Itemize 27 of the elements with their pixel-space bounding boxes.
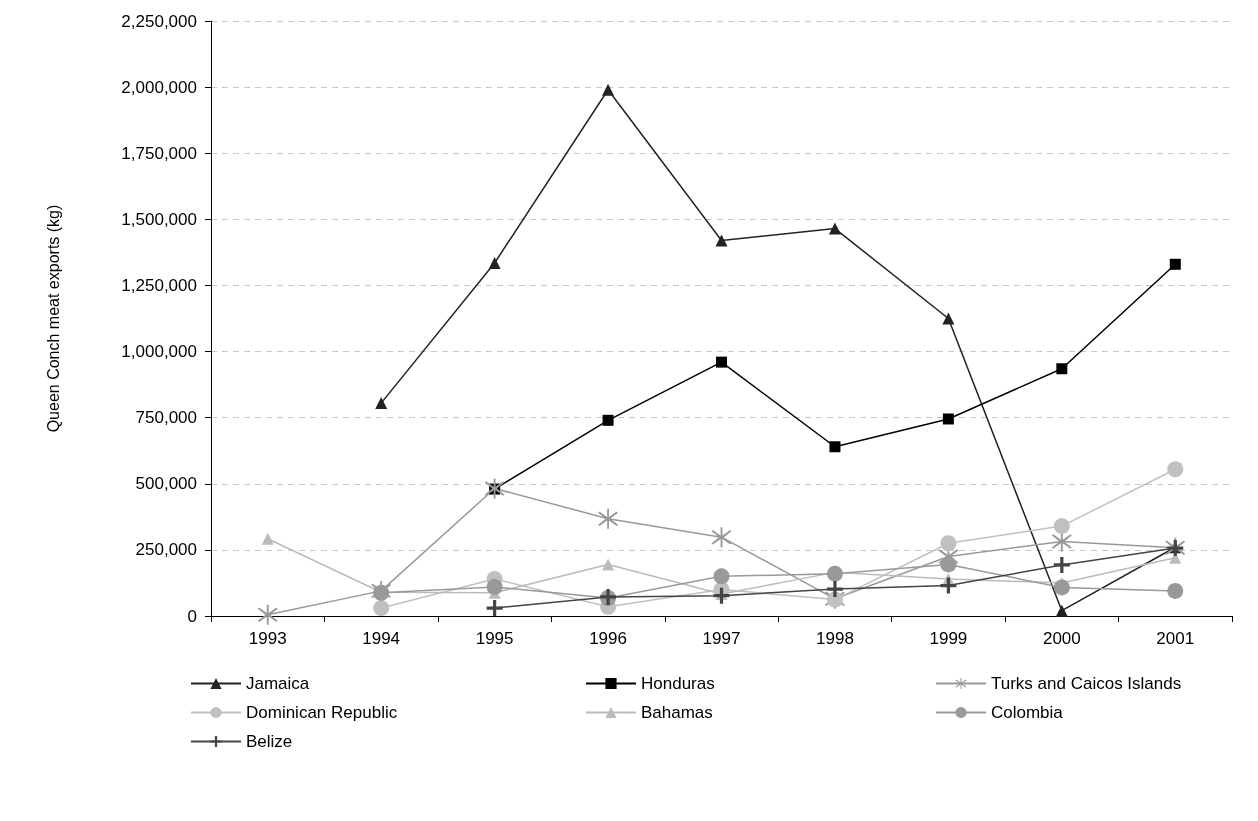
- y-tick-label: 2,000,000: [121, 77, 197, 97]
- legend-label: Honduras: [641, 674, 715, 693]
- y-tick-label: 1,750,000: [121, 143, 197, 163]
- x-tick-label: 1995: [475, 629, 514, 648]
- legend-label: Jamaica: [246, 674, 310, 693]
- y-tick-label: 1,500,000: [121, 209, 197, 229]
- x-tick-label: 1993: [248, 629, 287, 648]
- x-tick-label: 1999: [929, 629, 968, 648]
- y-axis-title: Queen Conch meat exports (kg): [44, 204, 62, 433]
- y-tick-label: 2,250,000: [121, 11, 197, 31]
- x-tick-label: 2000: [1042, 629, 1081, 648]
- legend-label: Colombia: [991, 703, 1064, 722]
- legend-label: Turks and Caicos Islands: [991, 674, 1182, 693]
- x-tick-label: 1998: [816, 629, 854, 648]
- y-tick-label: 0: [187, 606, 197, 626]
- y-tick-label: 500,000: [135, 474, 197, 494]
- legend-label: Bahamas: [641, 703, 713, 722]
- x-tick-label: 1997: [702, 629, 741, 648]
- x-tick-label: 1994: [362, 629, 401, 648]
- legend-label: Dominican Republic: [246, 703, 398, 722]
- y-tick-label: 1,250,000: [121, 275, 197, 295]
- y-tick-label: 750,000: [135, 408, 197, 428]
- x-tick-label: 2001: [1156, 629, 1195, 648]
- legend-label: Belize: [246, 732, 293, 751]
- x-tick-label: 1996: [589, 629, 627, 648]
- y-tick-label: 1,000,000: [121, 342, 197, 362]
- y-tick-label: 250,000: [135, 540, 197, 560]
